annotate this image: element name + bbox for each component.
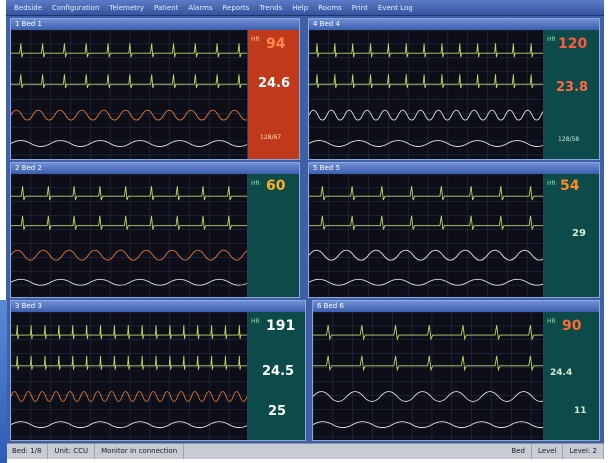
menu-item-alarms[interactable]: Alarms [188,3,213,12]
menu-item-event-log[interactable]: Event Log [377,3,413,12]
waveform-area [313,312,543,440]
panel-title: 3 Bed 3 [11,301,305,312]
waveforms [309,30,543,159]
status-bed: Bed: 1/8 [6,444,49,459]
numerics-column: 90 HR 24.4 11 [543,312,599,440]
numerics-column: 60 HR [247,174,299,297]
hr-value: 120 [558,36,588,52]
app-window: Bedside Configuration Telemetry Patient … [6,0,604,459]
hr-label: HR [547,318,556,325]
menu-item-patient[interactable]: Patient [153,3,179,12]
hr-label: HR [547,180,556,187]
numerics-column: 94 HR 24.6 128/67 [247,30,299,159]
menu-item-telemetry[interactable]: Telemetry [109,3,144,12]
panel-title: 6 Bed 6 [313,301,599,312]
hr-label: HR [251,36,260,43]
panel-title: 4 Bed 4 [309,19,599,30]
status-unit: Unit: CCU [48,444,96,459]
numerics-column: 120 HR 23.8 128/58 [543,30,599,159]
bed-panel-1[interactable]: 1 Bed 1 94 HR 24.6 128/67 [10,18,300,160]
hr-label: HR [251,180,260,187]
resp-value: 25 [268,404,287,419]
panel-title: 2 Bed 2 [11,163,299,174]
waveforms [11,312,247,440]
hr-value: 94 [266,36,286,52]
waveforms [11,174,247,297]
status-bed-2: Bed [505,444,532,459]
bed-panel-2[interactable]: 2 Bed 2 60 HR [10,162,300,298]
status-level-value: Level: 2 [563,444,604,459]
status-connection: Monitor in connection [95,444,185,459]
menu-item-trends[interactable]: Trends [259,3,283,12]
hr-value: 54 [560,178,580,194]
waveforms [309,174,543,297]
bed-panel-6[interactable]: 6 Bed 6 90 HR 24.4 11 [312,300,600,441]
st-value: 24.4 [550,368,573,378]
menu-item-configuration[interactable]: Configuration [51,3,100,12]
panel-title: 1 Bed 1 [11,19,299,30]
numerics-column: 54 HR 29 [543,174,599,297]
waveform-area [11,174,247,297]
waveform-area [309,30,543,159]
menu-item-print[interactable]: Print [351,3,368,12]
hr-value: 90 [562,318,582,334]
st-value: 24.5 [262,364,295,379]
waveform-area [11,312,247,440]
menu-item-bedside[interactable]: Bedside [14,3,42,12]
waveforms [11,30,247,159]
bp-value: 128/58 [558,136,580,143]
menu-item-reports[interactable]: Reports [222,3,250,12]
bp-value: 128/67 [260,134,282,141]
status-level: Level [532,444,564,459]
panel-title: 5 Bed 5 [309,163,599,174]
side-strip [0,300,7,463]
menu-item-help[interactable]: Help [292,3,309,12]
bed-panel-3[interactable]: 3 Bed 3 191 HR 24.5 25 [10,300,306,441]
numerics-column: 191 HR 24.5 25 [247,312,305,440]
bed-panel-4[interactable]: 4 Bed 4 120 HR 23.8 128/58 [308,18,600,160]
hr-value: 60 [266,178,286,194]
bed-panel-5[interactable]: 5 Bed 5 54 HR 29 [308,162,600,298]
waveform-area [309,174,543,297]
hr-label: HR [251,318,260,325]
status-bar: Bed: 1/8 Unit: CCU Monitor in connection… [6,443,604,459]
st-value: 23.8 [556,80,589,95]
menu-item-rooms[interactable]: Rooms [318,3,342,12]
waveforms [313,312,543,440]
resp-value: 11 [574,406,587,416]
waveform-area [11,30,247,159]
hr-label: HR [547,36,556,43]
st-value: 24.6 [258,76,291,91]
hr-value: 191 [266,318,296,334]
menu-bar: Bedside Configuration Telemetry Patient … [6,0,604,16]
st-value: 29 [572,228,586,239]
